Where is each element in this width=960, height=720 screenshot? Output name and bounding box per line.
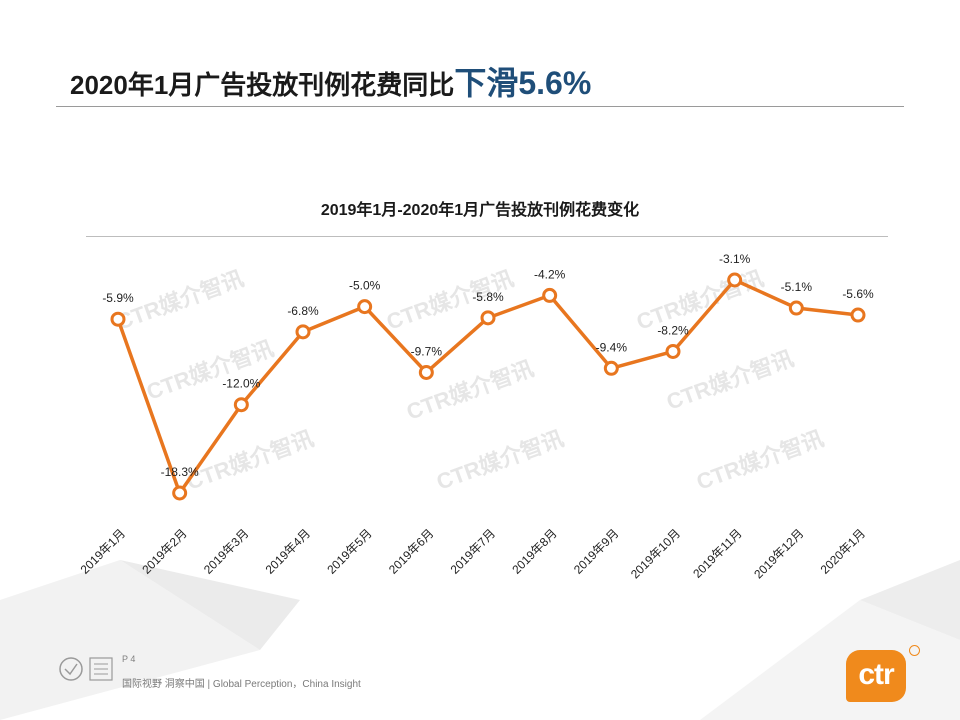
data-label: -8.2%: [657, 323, 689, 337]
x-tick-label: 2019年2月: [139, 526, 189, 576]
data-label: -5.1%: [781, 280, 813, 294]
data-label: -3.1%: [719, 252, 751, 266]
data-point: [727, 272, 743, 288]
data-point: [480, 310, 496, 326]
watermark-text: CTR媒介智讯: [433, 426, 567, 495]
data-point: [172, 485, 188, 501]
title-value: 5.6%: [518, 65, 592, 101]
title-prefix: 2020年1月广告投放刊例花费同比: [70, 70, 455, 100]
watermark-text: CTR媒介智讯: [633, 266, 767, 335]
data-label: -5.0%: [349, 279, 381, 293]
data-label: -12.0%: [222, 377, 260, 391]
title-highlight: 下滑: [454, 65, 519, 101]
x-tick-label: 2019年12月: [751, 526, 806, 581]
x-tick-label: 2020年1月: [818, 526, 868, 576]
data-point: [110, 311, 126, 327]
x-tick-label: 2019年7月: [448, 526, 498, 576]
data-label: -5.6%: [842, 287, 874, 301]
x-tick-label: 2019年10月: [628, 526, 683, 581]
data-point: [850, 307, 866, 323]
data-point: [295, 324, 311, 340]
footer-tagline: 国际视野 洞察中国 | Global Perception，China Insi…: [122, 679, 361, 690]
data-label: -9.4%: [596, 340, 628, 354]
page-title: 2020年1月广告投放刊例花费同比下滑5.6%: [70, 58, 591, 104]
chart-title: 2019年1月-2020年1月广告投放刊例花费变化: [320, 202, 640, 219]
data-label: -18.3%: [161, 465, 199, 479]
data-point: [603, 360, 619, 376]
certification-logos: [59, 657, 113, 681]
x-tick-label: 2019年1月: [78, 526, 128, 576]
data-point: [788, 300, 804, 316]
registered-mark-icon: [909, 645, 920, 656]
x-tick-label: 2019年11月: [690, 526, 745, 581]
page-number: P 4: [122, 654, 136, 664]
data-label: -4.2%: [534, 267, 566, 281]
x-tick-label: 2019年3月: [201, 526, 251, 576]
data-point: [665, 343, 681, 359]
title-divider: [56, 106, 904, 107]
data-point: [542, 287, 558, 303]
data-point: [233, 397, 249, 413]
x-tick-label: 2019年5月: [324, 526, 374, 576]
ctr-logo: ctr: [846, 650, 906, 702]
chart-title-divider: [86, 236, 888, 237]
x-tick-label: 2019年8月: [509, 526, 559, 576]
data-point: [418, 364, 434, 380]
data-label: -5.8%: [472, 290, 504, 304]
data-point: [357, 299, 373, 315]
data-label: -9.7%: [411, 344, 443, 358]
data-label: -6.8%: [287, 304, 319, 318]
watermark-text: CTR媒介智讯: [143, 336, 277, 405]
x-tick-label: 2019年4月: [263, 526, 313, 576]
watermark-text: CTR媒介智讯: [663, 346, 797, 415]
watermark-text: CTR媒介智讯: [693, 426, 827, 495]
x-tick-label: 2019年6月: [386, 526, 436, 576]
data-label: -5.9%: [102, 291, 134, 305]
x-tick-label: 2019年9月: [571, 526, 621, 576]
